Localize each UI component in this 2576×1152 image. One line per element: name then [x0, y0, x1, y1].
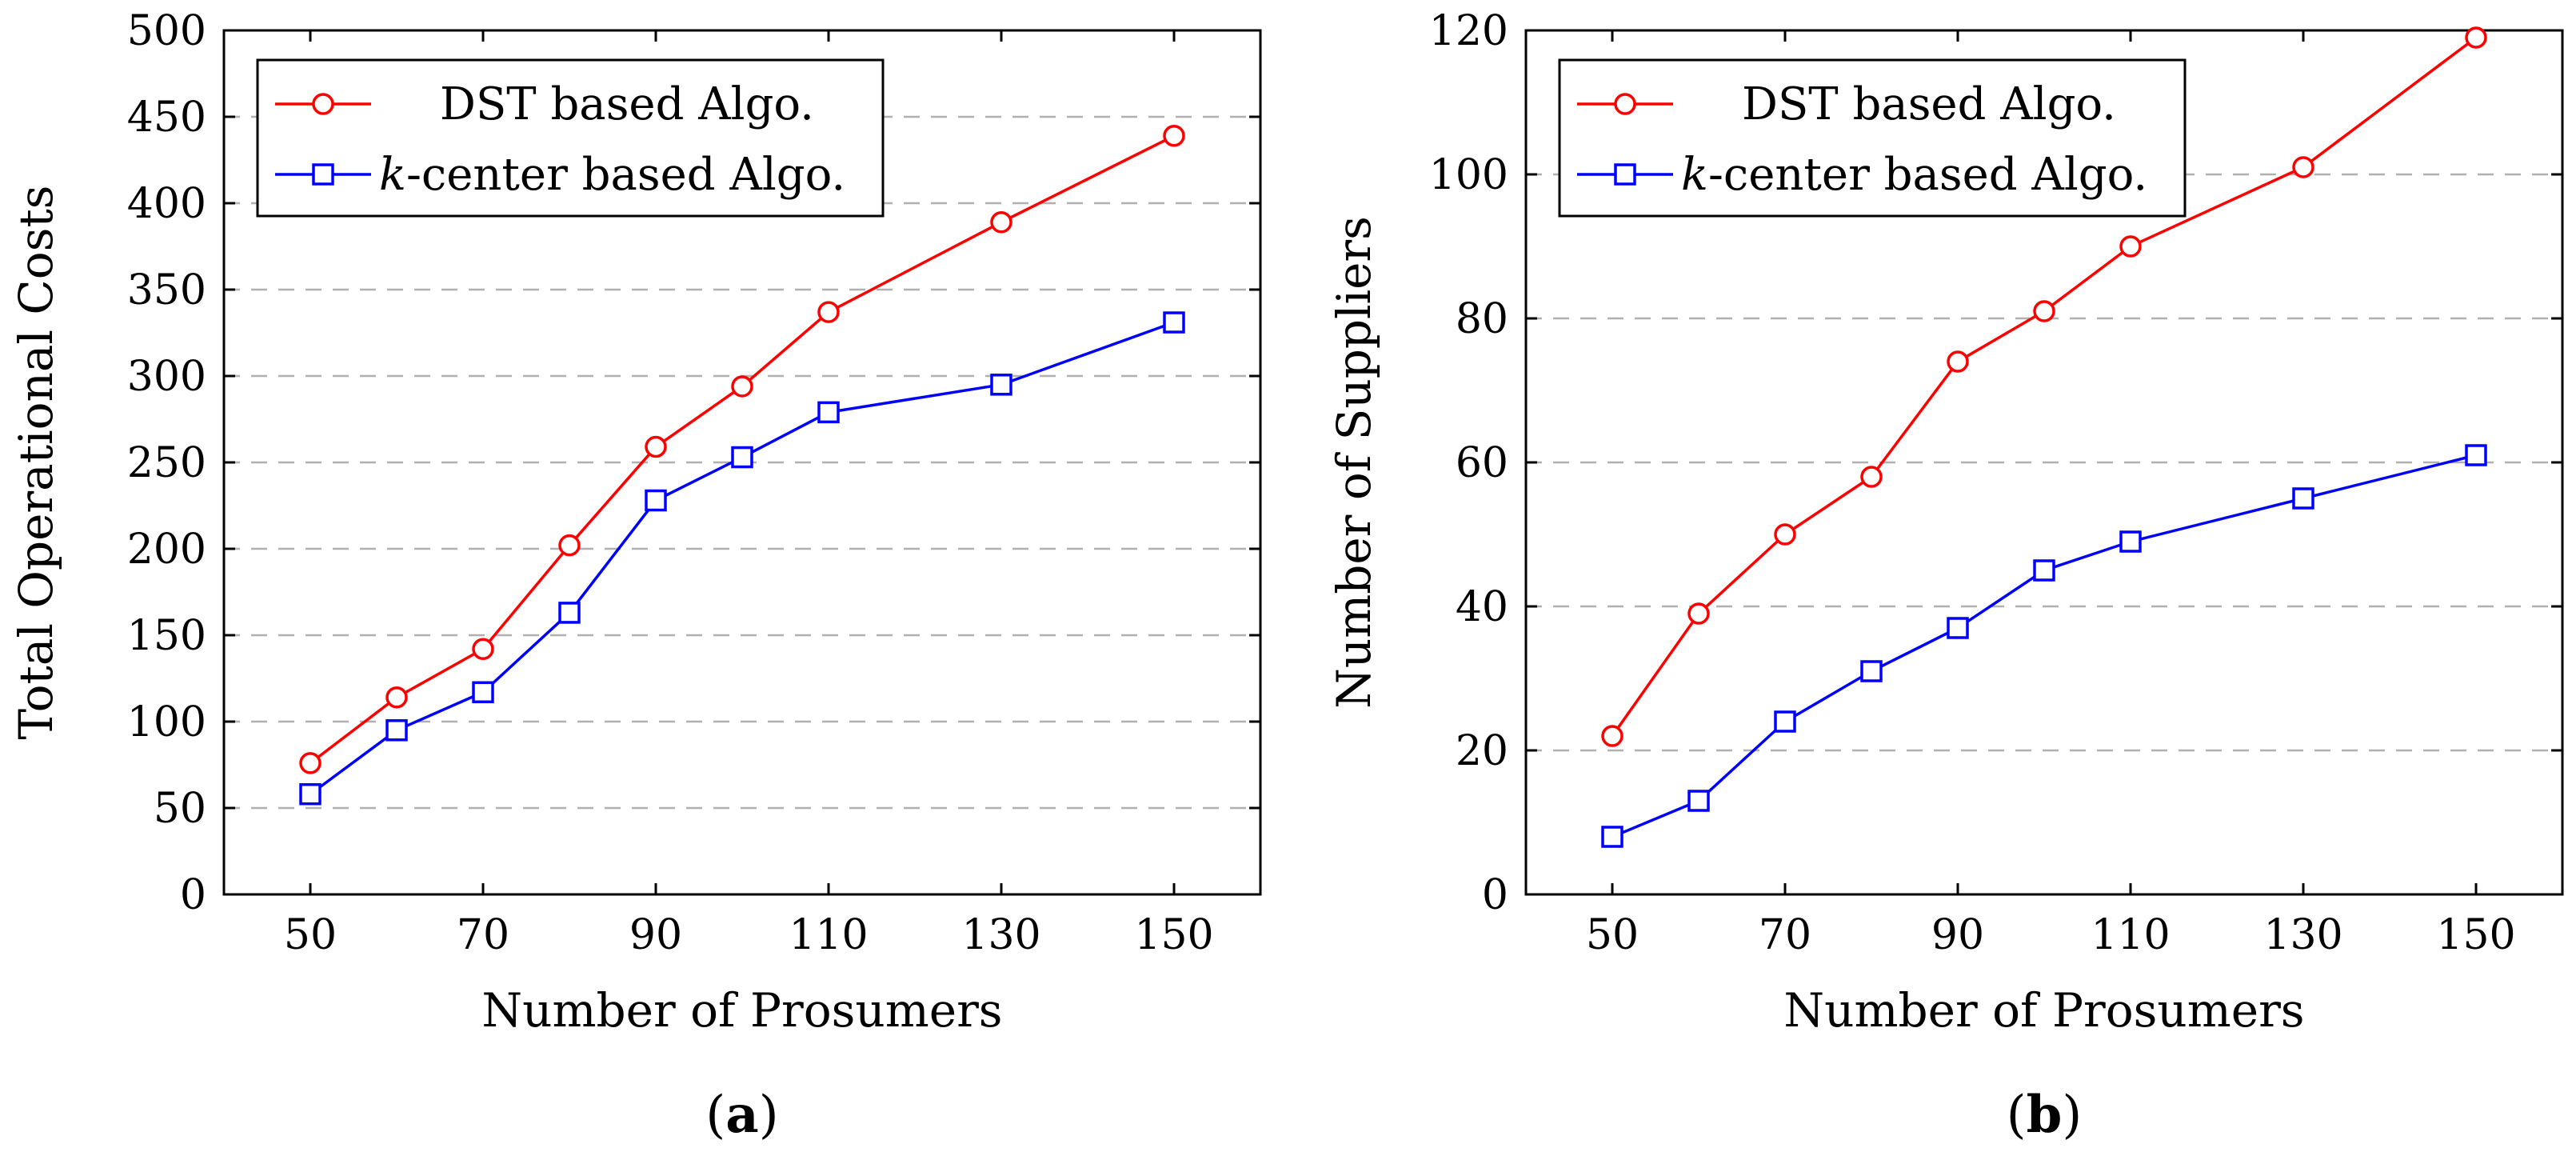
y-tick-label: 400 — [127, 180, 206, 228]
y-tick-label: 250 — [127, 439, 206, 487]
data-point — [299, 752, 322, 774]
data-point — [1860, 466, 1883, 488]
data-point — [299, 782, 322, 806]
data-point — [2119, 235, 2142, 258]
data-point — [558, 534, 581, 557]
y-tick-label: 150 — [127, 612, 206, 660]
y-tick-label: 100 — [1429, 151, 1508, 199]
data-point — [645, 489, 667, 512]
legend-label: DST based Algo. — [1742, 78, 2116, 130]
legend-marker — [312, 163, 334, 186]
x-tick-label: 150 — [2436, 911, 2515, 959]
panel-letter: a — [725, 1085, 758, 1145]
y-tick-label: 450 — [127, 94, 206, 142]
x-axis-title: Number of Prosumers — [481, 983, 1002, 1038]
data-point — [385, 719, 408, 742]
panel-paren-close: ) — [759, 1086, 779, 1145]
panel-label: (a) — [705, 1085, 778, 1145]
panel-paren-open: ( — [705, 1086, 725, 1145]
y-tick-label: 20 — [1456, 727, 1508, 775]
data-point — [2033, 559, 2055, 582]
data-point — [1947, 617, 1969, 639]
panel-letter: b — [2027, 1085, 2063, 1145]
y-axis-title: Number of Suppliers — [1327, 216, 1381, 709]
chart-panel-a: 0 50 100 150 200 250 300 350 400 450 500 50 70 90 110 1… — [9, 7, 1262, 1145]
data-point — [472, 681, 494, 704]
data-point — [558, 602, 581, 624]
data-point — [817, 301, 840, 323]
legend-marker — [312, 93, 334, 115]
x-tick-label: 90 — [629, 911, 682, 959]
panel-paren-close: ) — [2062, 1086, 2082, 1145]
data-point — [1163, 311, 1185, 334]
x-tick-label: 70 — [457, 911, 509, 959]
legend-label-rest: -center based Algo. — [406, 149, 845, 201]
x-tick-label: 50 — [284, 911, 337, 959]
data-point — [817, 401, 840, 424]
y-tick-label: 0 — [1482, 871, 1508, 919]
y-tick-label: 120 — [1429, 7, 1508, 55]
y-tick-label: 300 — [127, 353, 206, 401]
data-point — [731, 375, 753, 398]
x-tick-label: 90 — [1931, 911, 1984, 959]
data-point — [1774, 710, 1796, 733]
data-point — [990, 374, 1012, 396]
x-axis-title: Number of Prosumers — [1783, 983, 2304, 1038]
data-point — [1774, 523, 1796, 546]
data-point — [1601, 725, 1623, 747]
y-tick-label: 500 — [127, 7, 206, 55]
data-point — [990, 211, 1012, 234]
y-tick-label: 40 — [1456, 583, 1508, 631]
data-point — [2465, 26, 2487, 49]
data-point — [472, 638, 494, 661]
data-point — [2292, 487, 2314, 510]
data-point — [1860, 660, 1883, 682]
legend-label-rest: -center based Algo. — [1708, 149, 2147, 201]
x-tick-label: 110 — [789, 911, 868, 959]
data-point — [1163, 125, 1185, 147]
legend-marker — [1614, 163, 1636, 186]
legend: DST based Algo. k-center based Algo. — [256, 58, 885, 218]
panel-label: (b) — [2007, 1085, 2083, 1145]
data-point — [2292, 156, 2314, 178]
x-tick-label: 110 — [2091, 911, 2170, 959]
legend-box — [1558, 58, 2187, 218]
x-tick-label: 130 — [2263, 911, 2342, 959]
data-point — [2033, 300, 2055, 322]
x-tick-label: 130 — [961, 911, 1040, 959]
data-point — [1947, 350, 1969, 373]
panel-paren-open: ( — [2007, 1086, 2027, 1145]
data-point — [731, 446, 753, 469]
y-tick-label: 200 — [127, 526, 206, 574]
data-point — [2119, 530, 2142, 553]
legend-box — [256, 58, 885, 218]
data-point — [1687, 602, 1710, 625]
y-axis-title: Total Operational Costs — [9, 185, 63, 739]
legend-label: k-center based Algo. — [1681, 149, 2147, 201]
x-tick-label: 70 — [1759, 911, 1811, 959]
series-line-1 — [1611, 454, 2477, 838]
legend: DST based Algo. k-center based Algo. — [1558, 58, 2187, 218]
legend-label: DST based Algo. — [440, 78, 814, 130]
y-tick-label: 50 — [154, 785, 206, 833]
legend-label: k-center based Algo. — [379, 149, 845, 201]
y-tick-label: 80 — [1456, 295, 1508, 343]
y-tick-label: 60 — [1456, 439, 1508, 487]
data-point — [645, 435, 667, 458]
data-point — [1687, 790, 1710, 812]
legend-label-italic: k — [1681, 149, 1708, 201]
data-point — [1601, 826, 1623, 848]
x-tick-label: 150 — [1134, 911, 1213, 959]
legend-label-italic: k — [379, 149, 406, 201]
legend-marker — [1614, 93, 1636, 115]
data-point — [385, 686, 408, 709]
chart-panel-b: 0 20 40 60 80 100 120 50 70 90 110 130 150 Number of … — [1327, 7, 2564, 1145]
y-tick-label: 0 — [180, 871, 206, 919]
y-tick-label: 100 — [127, 698, 206, 746]
x-tick-label: 50 — [1586, 911, 1639, 959]
y-tick-label: 350 — [127, 266, 206, 314]
data-point — [2465, 444, 2487, 466]
